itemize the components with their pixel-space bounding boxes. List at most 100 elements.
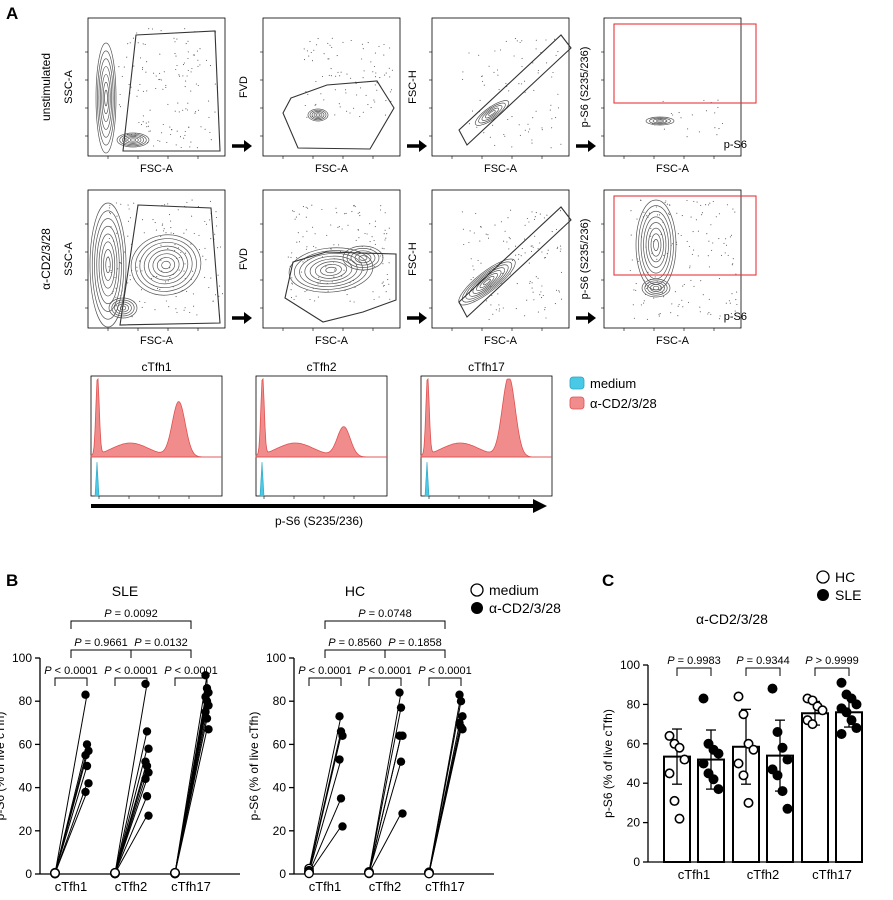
stimulated-point [141,774,150,784]
event-dot [219,246,222,248]
contour-line [320,264,342,276]
event-dot [140,124,143,126]
pair-line [114,815,148,874]
event-dot [528,262,530,264]
event-dot [306,290,308,292]
event-dot [357,212,359,214]
live-cell-gate [282,80,395,150]
legend-marker-sle [817,589,829,601]
event-dot [129,42,131,44]
event-dot [304,291,306,293]
event-dot [473,269,475,271]
event-dot [334,114,336,116]
event-dot [535,110,537,112]
event-dot [374,265,376,267]
event-dot [168,214,171,216]
event-dot [650,227,652,230]
event-dot [708,298,710,300]
event-dot [546,62,548,64]
event-dot [119,93,121,96]
event-dot [184,28,186,30]
event-dot [671,303,673,305]
event-dot [556,247,558,249]
event-dot [362,48,364,50]
event-dot [655,206,657,208]
event-dot [331,46,333,48]
event-dot [686,199,688,202]
event-dot [158,79,160,81]
event-dot [292,210,294,212]
medium-point [110,868,120,878]
event-dot [546,214,548,216]
event-dot [163,71,165,73]
event-dot [167,280,169,282]
event-dot [640,199,642,201]
event-dot [146,126,148,128]
gating-x-label: FSC-A [315,163,349,175]
event-dot [551,118,553,120]
event-dot [208,286,210,289]
event-dot [714,112,716,114]
significance-bracket [384,649,446,658]
event-dot [295,295,297,297]
event-dot [156,276,158,278]
event-dot [160,30,162,32]
singlet-gate [458,34,572,146]
event-dot [727,254,729,256]
contour-line [105,256,111,274]
event-dot [177,102,179,104]
pair-line [308,735,342,872]
event-dot [174,250,176,252]
event-dot [389,47,391,49]
event-dot [141,219,144,221]
event-dot [686,240,688,242]
contour-line [649,117,671,125]
gating-plot-unstimulated-3: FSC-A FSC-H [407,17,572,175]
event-dot [503,133,505,136]
event-dot [133,202,135,204]
stimulated-point [204,701,213,710]
contour-line [101,74,111,122]
event-dot [311,204,313,206]
sle-point [698,758,709,769]
gating-x-label: FSC-A [315,335,349,347]
histogram-x-label: p-S6 (S235/236) [275,514,363,528]
event-dot [159,140,161,142]
event-dot [630,234,632,236]
event-dot [164,204,166,206]
contour-line [653,239,659,251]
medium-point [364,868,374,878]
event-dot [118,66,120,68]
event-dot [383,233,385,235]
event-dot [204,128,206,130]
gating-x-label: FSC-A [140,335,174,347]
stimulated-point [336,794,346,803]
event-dot [374,76,377,78]
event-dot [335,207,337,209]
event-dot [526,217,528,220]
plot-frame [262,17,401,157]
contour-line [148,249,184,281]
event-dot [336,55,338,57]
event-dot [196,314,198,316]
event-dot [183,309,185,311]
chart-title: HC [345,583,365,599]
event-dot [168,306,170,308]
event-dot [187,69,189,72]
event-dot [323,99,325,101]
event-dot [719,315,721,317]
event-dot [543,257,546,259]
contour-line [652,118,668,124]
event-dot [109,204,111,206]
significance-bracket [114,677,148,686]
stimulated-point [201,707,210,717]
event-dot [383,284,385,287]
event-dot [672,114,674,116]
contour-line [104,89,108,107]
event-dot [693,285,695,287]
event-dot [208,116,210,118]
event-dot [148,130,150,132]
event-dot [373,99,375,101]
event-dot [521,83,523,85]
